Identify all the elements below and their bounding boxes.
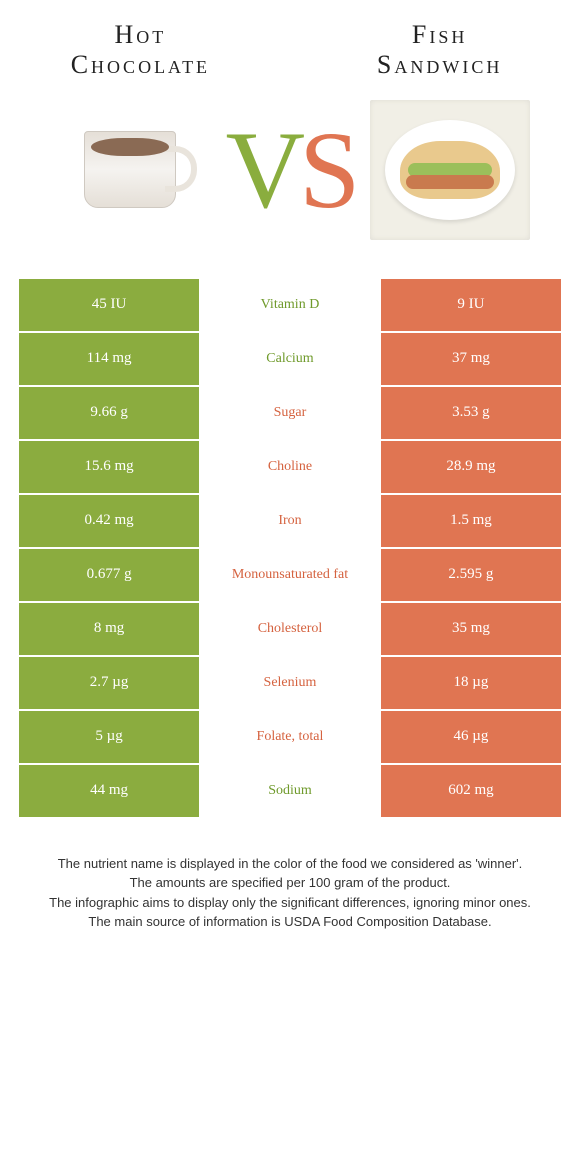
plate-icon bbox=[385, 120, 515, 220]
left-value: 114 mg bbox=[18, 332, 199, 386]
table-row: 114 mgCalcium37 mg bbox=[18, 332, 562, 386]
hero-row: VS bbox=[18, 90, 562, 250]
right-value: 2.595 g bbox=[381, 548, 562, 602]
right-value: 9 IU bbox=[381, 278, 562, 332]
fish-sandwich-icon bbox=[400, 141, 500, 199]
footnote-line2: The amounts are specified per 100 gram o… bbox=[130, 875, 451, 890]
nutrient-label: Sugar bbox=[199, 386, 381, 440]
nutrient-label: Calcium bbox=[199, 332, 381, 386]
left-value: 45 IU bbox=[18, 278, 199, 332]
right-value: 602 mg bbox=[381, 764, 562, 818]
left-value: 2.7 µg bbox=[18, 656, 199, 710]
table-row: 8 mgCholesterol35 mg bbox=[18, 602, 562, 656]
nutrient-label: Choline bbox=[199, 440, 381, 494]
table-row: 0.42 mgIron1.5 mg bbox=[18, 494, 562, 548]
vs-s: S bbox=[299, 115, 354, 225]
right-value: 28.9 mg bbox=[381, 440, 562, 494]
left-food-image bbox=[50, 100, 210, 240]
comparison-infographic: Hot Chocolate Fish Sandwich VS 45 IUVita… bbox=[0, 0, 580, 932]
table-row: 44 mgSodium602 mg bbox=[18, 764, 562, 818]
table-row: 45 IUVitamin D9 IU bbox=[18, 278, 562, 332]
table-row: 15.6 mgCholine28.9 mg bbox=[18, 440, 562, 494]
table-row: 9.66 gSugar3.53 g bbox=[18, 386, 562, 440]
titles-row: Hot Chocolate Fish Sandwich bbox=[18, 20, 562, 80]
table-row: 5 µgFolate, total46 µg bbox=[18, 710, 562, 764]
left-value: 8 mg bbox=[18, 602, 199, 656]
right-value: 1.5 mg bbox=[381, 494, 562, 548]
right-value: 35 mg bbox=[381, 602, 562, 656]
footnote-line1: The nutrient name is displayed in the co… bbox=[58, 856, 523, 871]
right-value: 3.53 g bbox=[381, 386, 562, 440]
right-value: 18 µg bbox=[381, 656, 562, 710]
table-row: 2.7 µgSelenium18 µg bbox=[18, 656, 562, 710]
nutrient-label: Monounsaturated fat bbox=[199, 548, 381, 602]
nutrient-label: Folate, total bbox=[199, 710, 381, 764]
right-food-title: Fish Sandwich bbox=[317, 20, 562, 80]
left-value: 0.42 mg bbox=[18, 494, 199, 548]
left-value: 0.677 g bbox=[18, 548, 199, 602]
nutrient-label: Selenium bbox=[199, 656, 381, 710]
footnote-line4: The main source of information is USDA F… bbox=[88, 914, 491, 929]
left-food-title: Hot Chocolate bbox=[18, 20, 263, 80]
nutrient-label: Sodium bbox=[199, 764, 381, 818]
left-title-line2: Chocolate bbox=[71, 50, 210, 79]
right-value: 37 mg bbox=[381, 332, 562, 386]
right-title-line1: Fish bbox=[412, 20, 467, 49]
vs-v: V bbox=[226, 115, 299, 225]
nutrient-label: Iron bbox=[199, 494, 381, 548]
left-value: 9.66 g bbox=[18, 386, 199, 440]
right-title-line2: Sandwich bbox=[377, 50, 502, 79]
left-value: 44 mg bbox=[18, 764, 199, 818]
footnote-line3: The infographic aims to display only the… bbox=[49, 895, 531, 910]
nutrient-label: Vitamin D bbox=[199, 278, 381, 332]
nutrient-label: Cholesterol bbox=[199, 602, 381, 656]
vs-label: VS bbox=[220, 115, 361, 225]
left-value: 5 µg bbox=[18, 710, 199, 764]
left-value: 15.6 mg bbox=[18, 440, 199, 494]
right-value: 46 µg bbox=[381, 710, 562, 764]
table-row: 0.677 gMonounsaturated fat2.595 g bbox=[18, 548, 562, 602]
left-title-line1: Hot bbox=[115, 20, 167, 49]
nutrient-table: 45 IUVitamin D9 IU114 mgCalcium37 mg9.66… bbox=[18, 278, 562, 818]
footnote: The nutrient name is displayed in the co… bbox=[28, 854, 552, 932]
hot-chocolate-icon bbox=[84, 131, 176, 208]
right-food-image bbox=[370, 100, 530, 240]
